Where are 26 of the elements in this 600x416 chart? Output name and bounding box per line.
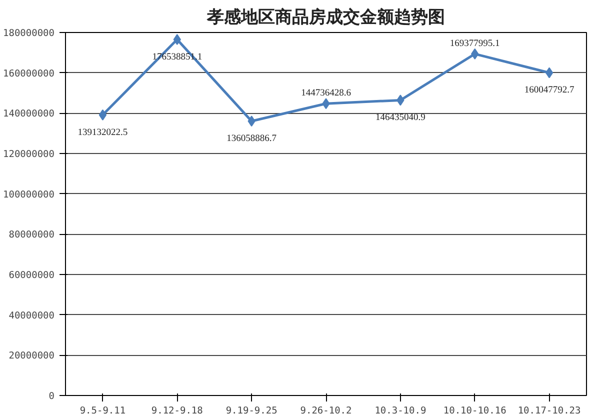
x-tick-label: 9.5-9.11 xyxy=(80,406,126,416)
x-tick-label: 9.19-9.25 xyxy=(226,406,278,416)
data-label: 169377995.1 xyxy=(450,38,500,49)
y-tick-label: 60000000 xyxy=(8,270,55,281)
y-tick-label: 80000000 xyxy=(8,230,55,241)
y-tick-label: 100000000 xyxy=(3,189,55,200)
data-label: 136058886.7 xyxy=(226,134,277,144)
point xyxy=(545,67,554,78)
y-tick-label: 0 xyxy=(48,391,55,402)
data-label: 144736428.6 xyxy=(301,88,352,99)
x-tick-label: 9.26-10.2 xyxy=(300,406,352,416)
y-tick-label: 140000000 xyxy=(3,108,55,120)
y-tick-label: 40000000 xyxy=(8,310,55,322)
data-label: 160047792.7 xyxy=(524,86,574,96)
x-tick-label: 10.17-10.23 xyxy=(518,406,581,416)
data-label: 146435040.9 xyxy=(375,113,426,124)
y-tick-label: 120000000 xyxy=(3,149,55,160)
x-tick-label: 9.12-9.18 xyxy=(151,406,204,416)
data-label: 139132022.5 xyxy=(78,128,128,138)
chart-title: 孝感地区商品房成交金额趋势图 xyxy=(206,8,445,28)
y-tick-label: 180000000 xyxy=(3,28,55,39)
y-tick-label: 20000000 xyxy=(8,350,55,362)
point xyxy=(98,109,107,120)
y-tick-label: 160000000 xyxy=(3,68,55,80)
x-tick-label: 10.10-10.16 xyxy=(443,406,507,416)
x-tick-label: 10.3-10.9 xyxy=(374,406,426,416)
